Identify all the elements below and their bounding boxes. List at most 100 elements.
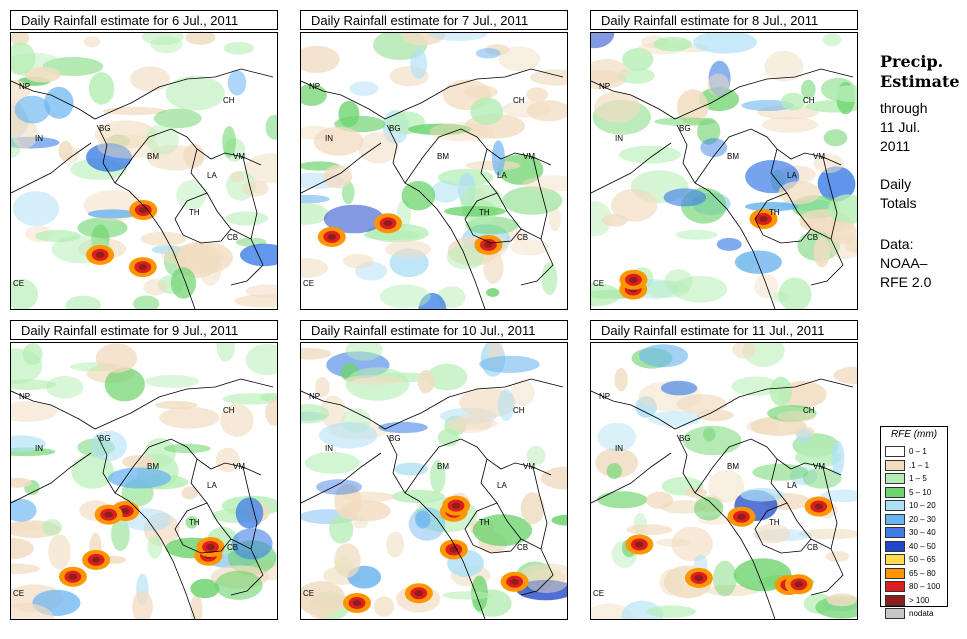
rain-cell (671, 526, 714, 562)
rainfall-map[interactable]: NP CH IN BG BM VM LA TH CB CE (590, 32, 858, 310)
rain-cell (526, 445, 546, 466)
rain-cell (313, 126, 364, 156)
country-label: CH (223, 406, 235, 415)
legend-swatch (885, 500, 905, 511)
country-label: CE (13, 279, 24, 288)
rain-cell (220, 403, 254, 437)
rain-cell (741, 100, 794, 111)
rain-cell (614, 368, 628, 392)
rainfall-map[interactable]: NP CH IN BG BM VM LA TH CB CE (300, 32, 568, 310)
rain-cell (654, 117, 716, 126)
rain-cell (597, 491, 648, 509)
sidebar-daily-line2: Totals (880, 195, 917, 211)
legend-label: 65 – 80 (909, 568, 936, 578)
rain-cell (176, 180, 207, 211)
rainfall-map[interactable]: NP CH IN BG BM VM LA TH CB CE (10, 32, 278, 310)
country-label: NP (309, 82, 320, 91)
rain-cell (108, 467, 171, 489)
country-label: VM (523, 152, 535, 161)
rain-cell (700, 138, 728, 158)
rainfall-map[interactable]: NP CH IN BG BM VM LA TH CB CE (300, 342, 568, 620)
rain-cell (713, 560, 737, 597)
country-label: CE (593, 279, 604, 288)
rain-cell (475, 48, 501, 59)
rain-cell (401, 33, 445, 46)
rain-cell (46, 375, 84, 399)
rain-core (138, 264, 147, 271)
rain-cell (591, 282, 622, 307)
country-label: CH (803, 96, 815, 105)
legend-label: 5 – 10 (909, 487, 932, 497)
legend-item: 65 – 80 (881, 567, 947, 581)
rain-cell (696, 409, 734, 422)
rain-cell (418, 292, 447, 309)
rain-cell (42, 519, 62, 536)
rain-core (91, 556, 101, 563)
rain-core (104, 511, 113, 518)
rain-core (484, 241, 493, 248)
rain-cell (320, 395, 346, 428)
legend-item: 5 – 10 (881, 486, 947, 500)
rain-core (451, 502, 461, 509)
rain-core (327, 233, 336, 240)
legend-item: 50 – 65 (881, 553, 947, 567)
country-label: CB (227, 543, 238, 552)
rain-cell (693, 496, 724, 521)
rainfall-map[interactable]: NP CH IN BG BM VM LA TH CB CE (10, 342, 278, 620)
rain-cell (430, 459, 446, 494)
rain-cell (11, 33, 30, 46)
rain-cell (301, 258, 329, 278)
map-panel-5: Daily Rainfall estimate for 10 Jul., 201… (300, 320, 570, 620)
country-label: CH (803, 406, 815, 415)
rain-cell (826, 221, 857, 244)
country-borders (11, 378, 274, 619)
rain-cell (677, 89, 709, 125)
rain-cell (104, 367, 145, 402)
rain-cell (373, 596, 394, 617)
rain-cell (190, 594, 203, 619)
rain-cell (190, 578, 220, 599)
rain-cell (11, 435, 46, 452)
rain-cell (386, 531, 405, 558)
rain-cell (470, 97, 504, 125)
rain-core (814, 503, 823, 510)
rain-cell (340, 500, 391, 522)
country-label: TH (769, 518, 780, 527)
rain-cell (635, 396, 657, 418)
rain-cell (265, 398, 277, 426)
rain-cell (595, 447, 639, 478)
country-label: CB (807, 543, 818, 552)
legend-item: 30 – 40 (881, 526, 947, 540)
country-label: LA (787, 171, 797, 180)
rain-cell (95, 343, 138, 373)
rain-cell (431, 180, 461, 203)
rain-cell (646, 605, 696, 618)
rain-cell (11, 401, 58, 422)
rain-cell (225, 211, 269, 226)
rain-core (352, 600, 362, 606)
rain-cell (745, 202, 799, 212)
rain-cell (653, 37, 693, 52)
legend-item: nodata (881, 607, 947, 621)
legend-item: 1 – 5 (881, 472, 947, 486)
country-label: BM (727, 152, 739, 161)
rain-cell (754, 523, 790, 544)
rain-cell (764, 50, 804, 82)
country-label: CH (223, 96, 235, 105)
country-borders (591, 68, 854, 309)
country-label: CB (517, 543, 528, 552)
country-label: VM (813, 462, 825, 471)
country-label: CH (513, 96, 525, 105)
country-label: CE (13, 589, 24, 598)
rain-cell (442, 591, 493, 600)
rain-cell (215, 447, 240, 473)
rain-cell (551, 514, 567, 526)
rain-cell (385, 240, 432, 258)
panel-title: Daily Rainfall estimate for 8 Jul., 2011 (590, 10, 858, 30)
rain-core (510, 578, 519, 585)
rain-cell (428, 33, 488, 42)
rainfall-map[interactable]: NP CH IN BG BM VM LA TH CB CE (590, 342, 858, 620)
rain-cell (698, 87, 740, 112)
rain-cell (502, 186, 563, 215)
panel-title: Daily Rainfall estimate for 9 Jul., 2011 (10, 320, 278, 340)
